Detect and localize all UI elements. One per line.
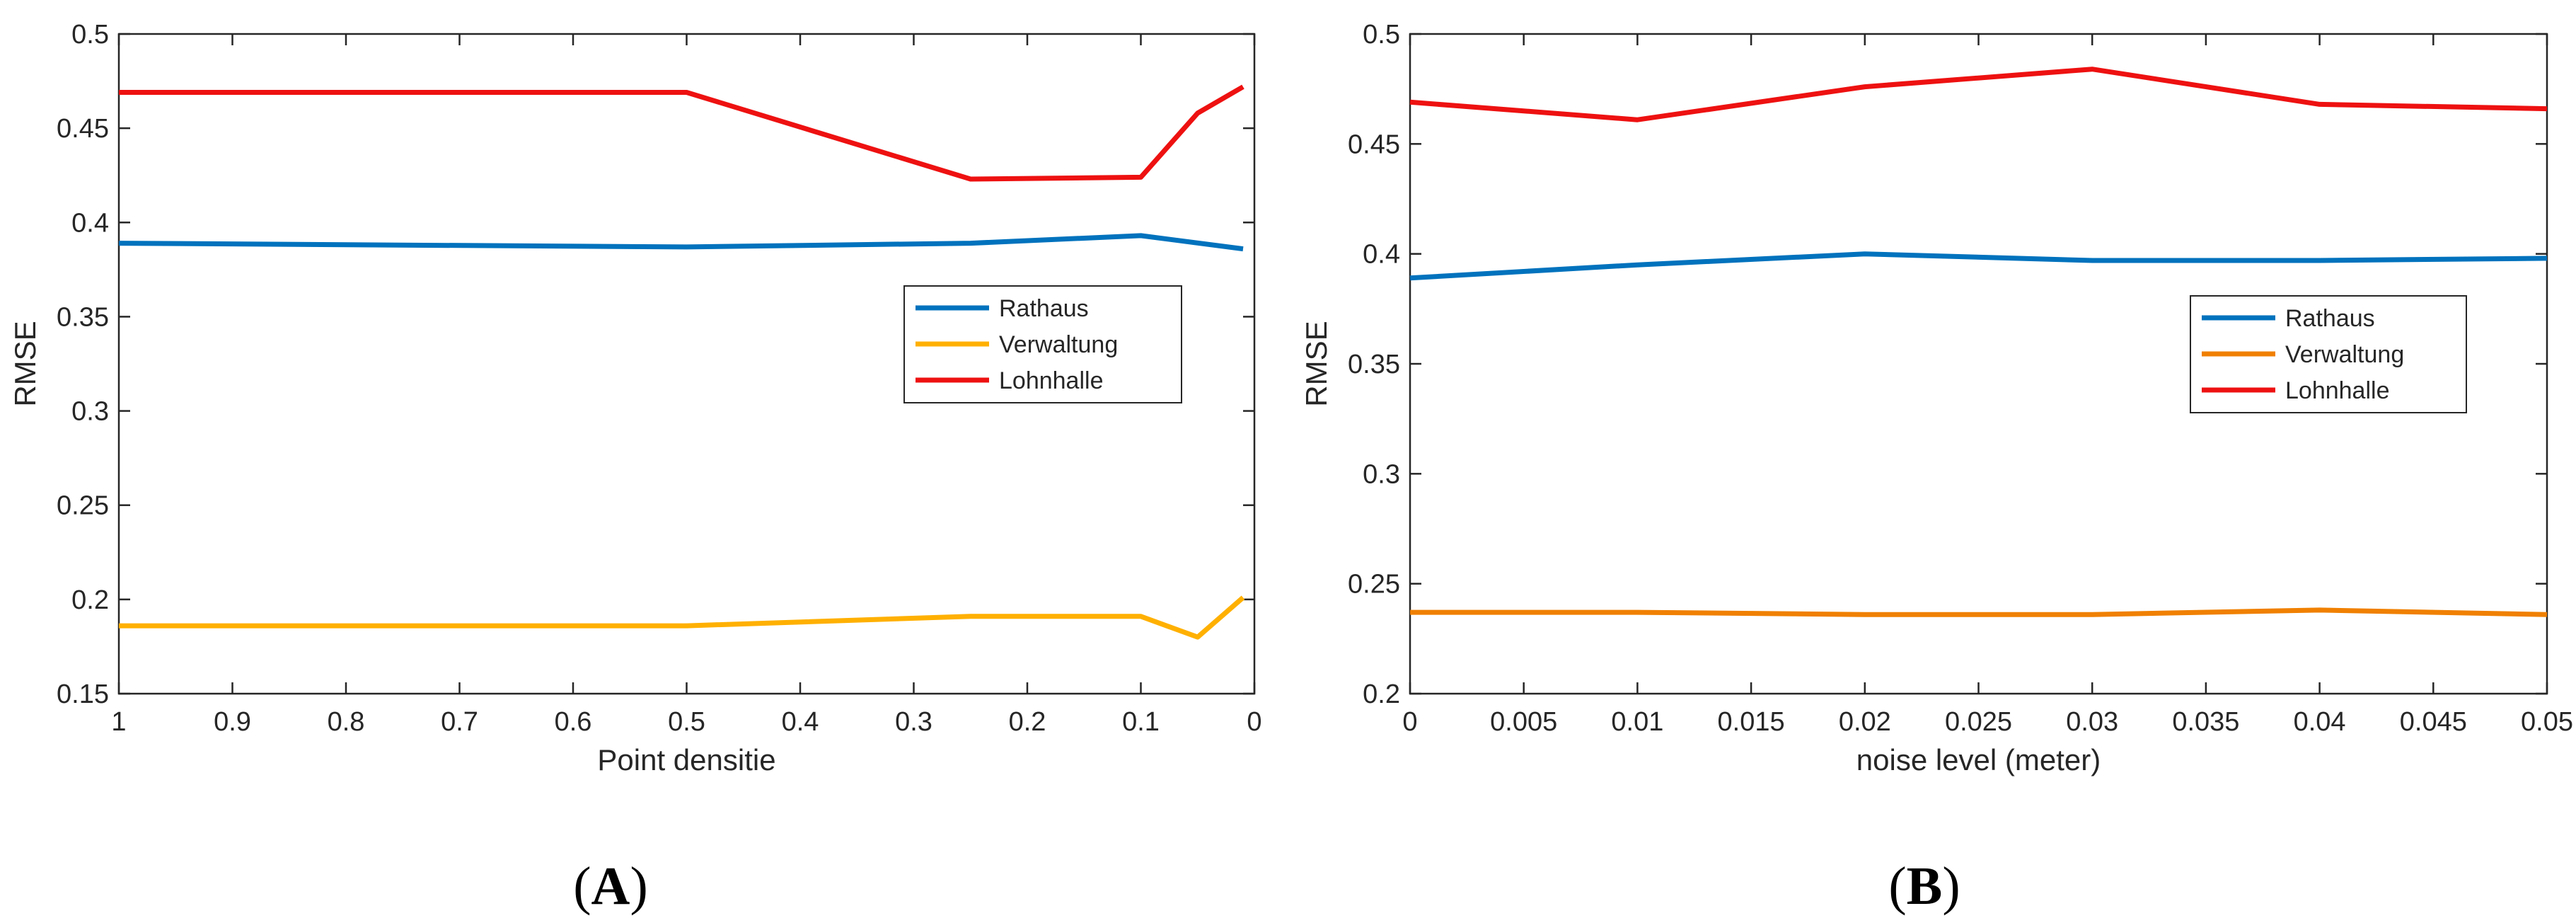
caption-a-close: ) (630, 856, 647, 916)
series-line-verwaltung (1410, 607, 2548, 617)
x-tick-label: 0.045 (2400, 707, 2467, 737)
y-tick-label: 0.35 (57, 302, 109, 332)
x-tick-label: 0.7 (441, 707, 478, 737)
x-tick-label: 0 (1247, 707, 1261, 737)
x-tick-label: 0.04 (2294, 707, 2346, 737)
x-tick-label: 1 (111, 707, 126, 737)
y-tick-label: 0.15 (57, 680, 109, 709)
x-tick-label: 0.05 (2521, 707, 2573, 737)
y-tick-label: 0.4 (71, 208, 109, 238)
caption-a-letter: A (591, 856, 630, 916)
series-line-lohnhalle (119, 84, 1244, 182)
legend-label-lohnhalle: Lohnhalle (999, 367, 1103, 394)
caption-b-close: ) (1942, 856, 1960, 916)
y-tick-label: 0.45 (1348, 130, 1400, 159)
legend: Rathaus Verwaltung Lohnhalle (2190, 295, 2467, 413)
x-tick-label: 0.4 (782, 707, 819, 737)
y-tick-label: 0.5 (1363, 20, 1400, 50)
x-tick-label: 0.9 (214, 707, 251, 737)
y-axis-label: RMSE (1300, 321, 1333, 406)
panel-caption-a: (A) (573, 856, 648, 916)
series-line-rathaus (1409, 251, 2548, 281)
y-tick-label: 0.3 (1363, 459, 1400, 489)
y-tick-label: 0.45 (57, 114, 109, 144)
series-line-lohnhalle (1409, 67, 2548, 122)
x-tick-label: 0.8 (328, 707, 365, 737)
caption-b-letter: B (1907, 856, 1943, 916)
x-axis-label: noise level (meter) (1856, 743, 2101, 776)
x-tick-label: 0.03 (2066, 707, 2118, 737)
x-tick-label: 0.01 (1611, 707, 1663, 737)
chart-panel-b: 0 0.005 0.01 0.015 0.02 0.025 0.03 0.035 0.04 0.0… (1300, 20, 2573, 776)
y-axis-label: RMSE (8, 321, 42, 406)
x-tick-label: 0.6 (555, 707, 592, 737)
legend-label-verwaltung: Verwaltung (999, 331, 1118, 358)
y-tick-label: 0.3 (71, 397, 109, 427)
y-tick-label: 0.2 (71, 585, 109, 615)
y-tick-label: 0.25 (57, 491, 109, 521)
caption-b-open: ( (1888, 856, 1906, 916)
legend-label-rathaus: Rathaus (999, 295, 1089, 322)
legend: Rathaus Verwaltung Lohnhalle (903, 285, 1182, 403)
y-tick-label: 0.4 (1363, 240, 1400, 270)
x-tick-label: 0 (1402, 707, 1417, 737)
y-tick-label: 0.5 (71, 20, 109, 50)
x-tick-label: 0.005 (1490, 707, 1557, 737)
x-tick-label: 0.02 (1839, 707, 1891, 737)
series-line-rathaus (118, 233, 1244, 252)
x-tick-label: 0.035 (2172, 707, 2239, 737)
panel-caption-b: (B) (1888, 856, 1960, 916)
x-tick-label: 0.2 (1009, 707, 1046, 737)
y-tick-label: 0.2 (1363, 680, 1400, 709)
y-tick-label: 0.25 (1348, 570, 1400, 600)
legend-label-lohnhalle: Lohnhalle (2285, 377, 2389, 404)
x-tick-label: 0.025 (1945, 707, 2012, 737)
x-tick-label: 0.5 (668, 707, 705, 737)
series-line-verwaltung (119, 595, 1245, 640)
chart-panel-a: 1 0.9 0.8 0.7 0.6 0.5 0.4 0.3 0.2 0.1 0 0.15 0.2 0.25… (8, 20, 1262, 776)
y-tick-label: 0.35 (1348, 350, 1400, 379)
legend-label-verwaltung: Verwaltung (2285, 341, 2404, 368)
x-tick-label: 0.015 (1718, 707, 1785, 737)
x-tick-label: 0.3 (895, 707, 932, 737)
x-axis-label: Point densitie (597, 743, 775, 776)
caption-a-open: ( (573, 856, 591, 916)
x-tick-label: 0.1 (1122, 707, 1160, 737)
legend-label-rathaus: Rathaus (2285, 305, 2375, 332)
